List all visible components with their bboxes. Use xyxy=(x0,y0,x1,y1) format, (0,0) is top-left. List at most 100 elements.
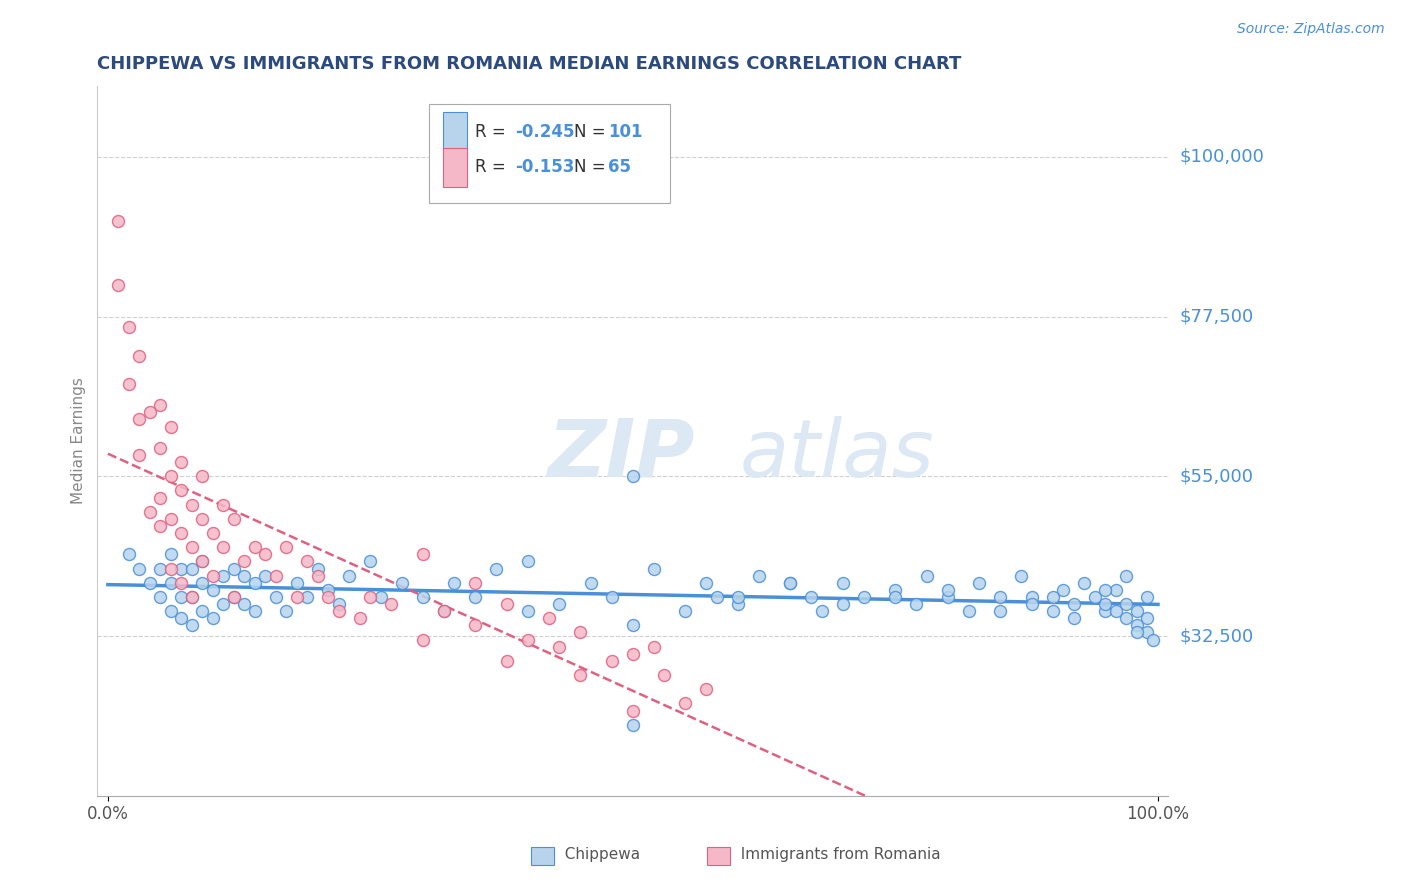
Point xyxy=(149,491,172,505)
Point xyxy=(990,590,1012,604)
Point xyxy=(254,568,277,582)
Point xyxy=(1142,632,1164,647)
Point xyxy=(496,597,519,611)
Point xyxy=(191,554,214,568)
Point xyxy=(212,541,235,555)
Point xyxy=(128,561,150,575)
Point xyxy=(160,512,183,526)
FancyBboxPatch shape xyxy=(443,148,467,187)
Point xyxy=(254,547,277,561)
Point xyxy=(201,526,224,541)
Point xyxy=(276,604,298,618)
Point xyxy=(160,561,183,575)
Point xyxy=(1021,590,1043,604)
Point xyxy=(516,554,538,568)
Point xyxy=(621,618,644,632)
Point xyxy=(191,604,214,618)
Point xyxy=(496,654,519,668)
Point xyxy=(1126,625,1149,640)
Point xyxy=(160,419,183,434)
Point xyxy=(548,640,571,654)
Point xyxy=(832,597,855,611)
Point xyxy=(264,568,287,582)
Point xyxy=(233,597,256,611)
Point xyxy=(1126,618,1149,632)
Point xyxy=(1136,611,1159,625)
Point xyxy=(1010,568,1032,582)
Text: R =: R = xyxy=(475,159,512,177)
Point xyxy=(233,568,256,582)
Text: $77,500: $77,500 xyxy=(1180,308,1254,326)
Point xyxy=(170,483,193,498)
Point xyxy=(180,498,202,512)
Point xyxy=(1126,604,1149,618)
Point xyxy=(328,597,350,611)
Point xyxy=(359,590,381,604)
Point xyxy=(170,455,193,469)
Point xyxy=(412,590,434,604)
Point xyxy=(800,590,823,604)
Point xyxy=(433,604,456,618)
Point xyxy=(673,604,696,618)
Point xyxy=(149,519,172,533)
Point xyxy=(118,547,141,561)
Text: N =: N = xyxy=(574,159,610,177)
Point xyxy=(212,498,235,512)
Point xyxy=(485,561,508,575)
Point xyxy=(600,590,623,604)
Text: Source: ZipAtlas.com: Source: ZipAtlas.com xyxy=(1237,22,1385,37)
Point xyxy=(337,568,360,582)
Point xyxy=(621,469,644,483)
Point xyxy=(118,320,141,334)
Point xyxy=(233,554,256,568)
Point xyxy=(180,590,202,604)
Point xyxy=(643,561,665,575)
Point xyxy=(160,547,183,561)
Point xyxy=(516,632,538,647)
Point xyxy=(654,668,676,682)
Point xyxy=(957,604,980,618)
Text: -0.245: -0.245 xyxy=(515,123,575,141)
Point xyxy=(1105,604,1128,618)
Text: 65: 65 xyxy=(609,159,631,177)
Point xyxy=(180,561,202,575)
Point xyxy=(727,590,749,604)
Point xyxy=(464,575,486,590)
Point xyxy=(160,604,183,618)
Point xyxy=(695,575,717,590)
Point xyxy=(1115,611,1137,625)
Point xyxy=(180,590,202,604)
Point xyxy=(643,640,665,654)
Point xyxy=(128,448,150,462)
Point xyxy=(180,541,202,555)
Point xyxy=(1115,568,1137,582)
Text: Chippewa: Chippewa xyxy=(555,847,641,862)
Point xyxy=(170,611,193,625)
Point xyxy=(1094,604,1116,618)
Point xyxy=(1063,597,1085,611)
Text: Immigrants from Romania: Immigrants from Romania xyxy=(731,847,941,862)
Point xyxy=(884,582,907,597)
Point xyxy=(1094,582,1116,597)
Point xyxy=(579,575,602,590)
Point xyxy=(149,561,172,575)
Point xyxy=(464,590,486,604)
Point xyxy=(1084,590,1107,604)
Point xyxy=(412,547,434,561)
Point xyxy=(307,568,329,582)
Point xyxy=(1105,582,1128,597)
FancyBboxPatch shape xyxy=(443,112,467,152)
Point xyxy=(537,611,560,625)
Point xyxy=(1136,590,1159,604)
Point xyxy=(160,575,183,590)
Text: $55,000: $55,000 xyxy=(1180,467,1254,485)
Text: N =: N = xyxy=(574,123,610,141)
Point xyxy=(748,568,770,582)
Point xyxy=(212,597,235,611)
Point xyxy=(264,590,287,604)
Point xyxy=(222,561,245,575)
Point xyxy=(318,590,340,604)
Point xyxy=(222,590,245,604)
Point xyxy=(222,590,245,604)
Point xyxy=(370,590,392,604)
